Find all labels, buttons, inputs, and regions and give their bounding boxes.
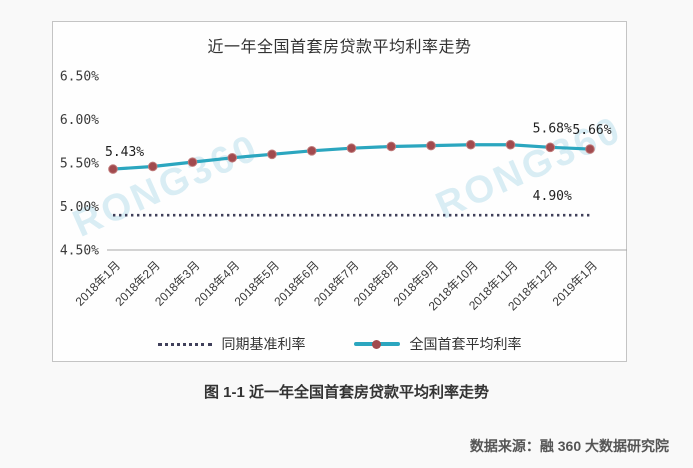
legend-label-average-rate: 全国首套平均利率 bbox=[409, 336, 522, 352]
svg-text:4.90%: 4.90% bbox=[533, 189, 572, 204]
data-source: 数据来源：融 360 大数据研究院 bbox=[469, 438, 669, 454]
chart-title: 近一年全国首套房贷款平均利率走势 bbox=[207, 39, 472, 56]
svg-text:RONG360: RONG360 bbox=[67, 127, 265, 246]
svg-text:5.50%: 5.50% bbox=[60, 157, 99, 172]
svg-text:5.43%: 5.43% bbox=[105, 145, 144, 160]
legend-label-benchmark: 同期基准利率 bbox=[221, 336, 306, 352]
dotted-line-swatch-icon bbox=[157, 342, 212, 346]
line-chart: RONG360 RONG3606.50%6.00%5.50%5.00%4.50%2… bbox=[60, 70, 628, 314]
chart-panel: RONG360 RONG360 6.50% 6.00% 5.50% 5.00% 4.50% 2… bbox=[52, 21, 628, 362]
line-swatch-icon bbox=[353, 339, 400, 349]
svg-text:5.68%: 5.68% bbox=[533, 121, 572, 136]
legend-item-benchmark: 同期基准利率 bbox=[157, 334, 306, 354]
marker-dot-icon bbox=[372, 339, 381, 349]
legend-item-average-rate: 全国首套平均利率 bbox=[353, 334, 522, 354]
figure-caption: 图 1-1 近一年全国首套房贷款平均利率走势 bbox=[203, 384, 490, 401]
svg-text:4.50%: 4.50% bbox=[60, 244, 99, 259]
svg-text:5.66%: 5.66% bbox=[572, 123, 611, 138]
svg-text:6.00%: 6.00% bbox=[60, 113, 99, 128]
chart-legend: 同期基准利率 全国首套平均利率 bbox=[53, 334, 626, 354]
svg-text:6.50%: 6.50% bbox=[60, 70, 99, 85]
svg-text:5.00%: 5.00% bbox=[60, 200, 99, 215]
